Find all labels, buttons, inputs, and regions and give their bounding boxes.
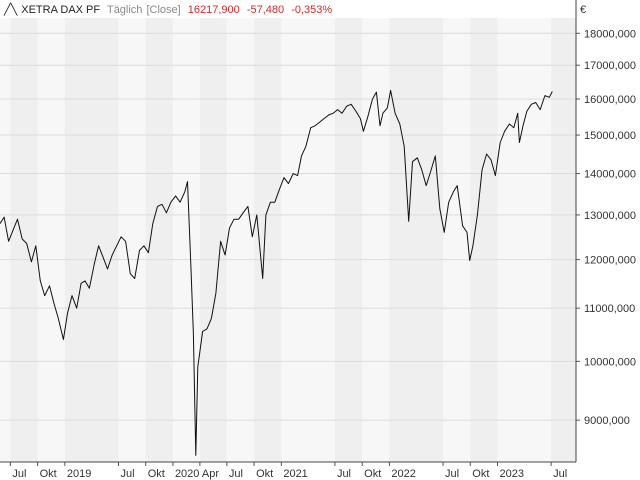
chart-header: ╱╲ XETRA DAX PF Täglich [Close] 16217,900 … [4,3,336,16]
x-axis: Jul Okt 2019 Jul Okt 2020 Apr Jul Okt 2021 Jul Okt 2… [9,462,567,480]
y-tick-label: 15000,000 [584,130,636,142]
y-tick-label: 17000,000 [584,60,636,72]
y-tick-label: 12000,000 [584,255,636,267]
quarter-band [145,18,173,462]
x-tick-label: Okt [364,468,381,480]
y-tick-label: 9000,000 [584,415,630,427]
price-mode-label[interactable]: [Close] [146,4,181,16]
y-tick-label: 10000,000 [584,356,636,368]
y-axis: 9000,000 10000,000 11000,000 12000,000 13000… [576,28,636,427]
x-tick-label: 2019 [67,468,91,480]
x-tick-label: 2020 [175,468,199,480]
axis-lines [0,0,577,463]
x-tick-label: Okt [472,468,489,480]
x-tick-label: Jul [120,468,134,480]
y-tick-label: 14000,000 [584,169,636,181]
dax-price-line [0,89,553,456]
y-tick-label: 16000,000 [584,94,636,106]
x-tick-label: Jul [229,468,243,480]
x-tick-label: 2022 [391,468,415,480]
y-tick-label: 13000,000 [584,210,636,222]
y-tick-label: 11000,000 [584,303,635,315]
x-tick-label: Jul [12,468,26,480]
x-tick-label: Jul [337,468,351,480]
price-series [0,89,553,456]
interval-label[interactable]: Täglich [106,4,143,16]
quarter-band [470,18,498,462]
y-tick-label: 18000,000 [584,28,636,40]
quarter-band [551,18,576,462]
x-tick-label: 2021 [283,468,307,480]
x-tick-label: Jul [445,468,459,480]
x-tick-label: Okt [40,468,57,480]
x-tick-label: Jul [553,468,567,480]
price-change: -57,480 [246,4,285,16]
x-tick-label: Okt [256,468,273,480]
quarter-band [199,18,227,462]
quarter-band [389,18,444,462]
currency-label: € [580,4,587,16]
line-chart-icon[interactable]: ╱╲ [4,4,18,16]
quarter-band [334,18,363,462]
x-tick-label: Okt [148,468,165,480]
x-tick-label: Apr [202,468,219,480]
gridlines [0,32,576,421]
instrument-name[interactable]: XETRA DAX PF [21,4,101,16]
quarter-band [10,18,38,462]
last-price: 16217,900 [187,4,240,16]
quarter-band [254,18,282,462]
x-tick-label: 2023 [500,468,524,480]
quarter-band [64,18,119,462]
price-change-percent: -0,353% [291,4,333,16]
plot-background [0,18,576,462]
